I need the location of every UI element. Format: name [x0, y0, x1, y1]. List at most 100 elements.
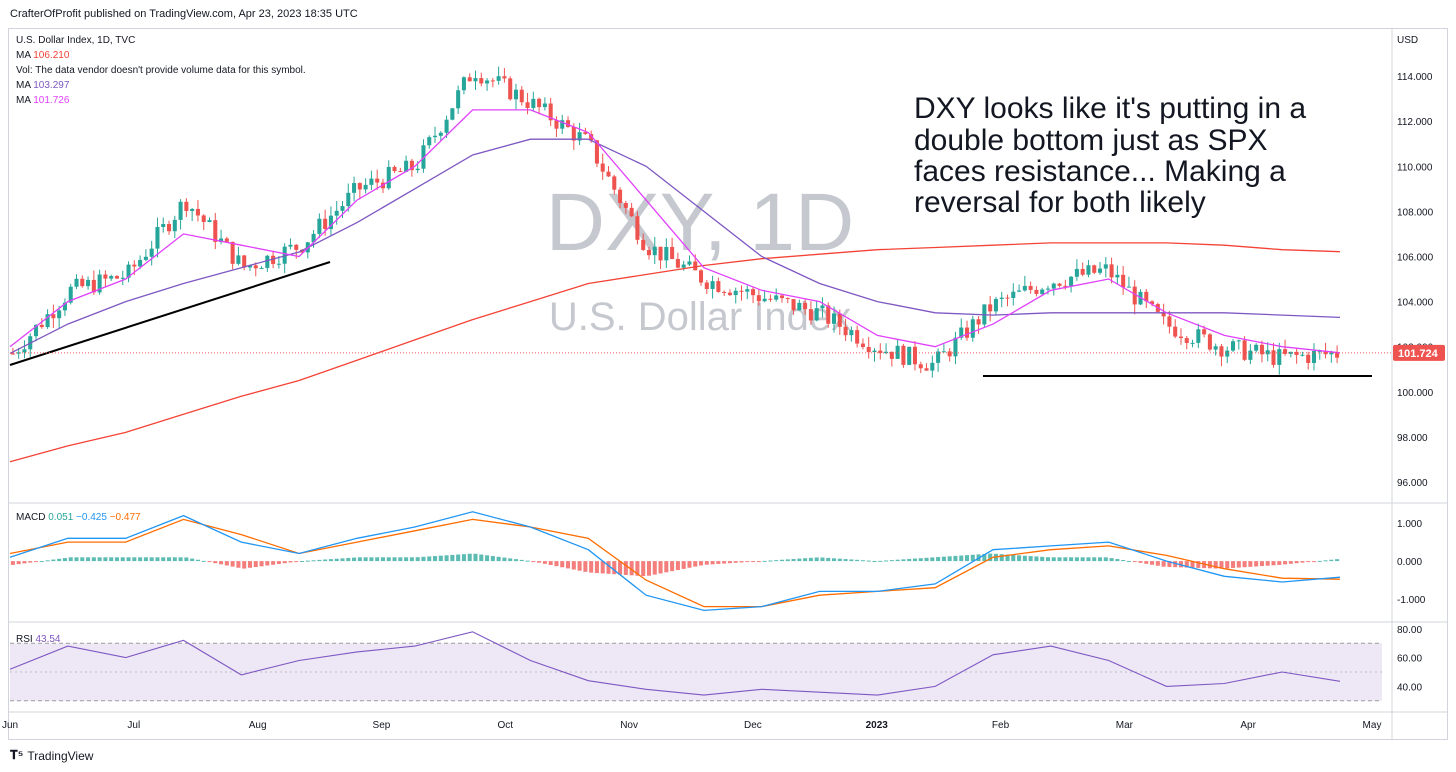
candle-body: [1017, 290, 1022, 292]
macd-histogram-bar: [930, 557, 935, 562]
candle-body: [340, 206, 345, 211]
candle-body: [785, 298, 790, 300]
candle-body: [386, 166, 391, 189]
candle-body: [907, 346, 912, 365]
candle-body: [756, 295, 761, 302]
macd-histogram-bar: [716, 561, 721, 564]
price-pane: [9, 66, 1341, 463]
candle-body: [1126, 286, 1131, 288]
macd-legend[interactable]: MACD 0.051 −0.425 −0.477: [16, 512, 141, 523]
macd-histogram-bar: [1317, 560, 1322, 562]
macd-histogram-bar: [1005, 554, 1010, 562]
candle-body: [589, 134, 594, 141]
legend-symbol: U.S. Dollar Index, 1D, TVC: [16, 35, 136, 46]
trendline-support[interactable]: [9, 261, 331, 366]
candle-body: [1288, 351, 1293, 354]
macd-histogram-bar: [912, 558, 918, 562]
candle-body: [508, 78, 513, 100]
macd-histogram-bar: [1178, 561, 1184, 568]
candle-body: [438, 132, 443, 136]
macd-histogram-bar: [901, 559, 906, 562]
macd-histogram-bar: [843, 559, 848, 562]
last-price-label: 101.724: [1398, 348, 1439, 360]
macd-histogram-bar: [826, 557, 831, 562]
candle-body: [964, 327, 970, 338]
macd-histogram-bar: [1115, 559, 1120, 562]
macd-histogram-bar: [889, 560, 894, 562]
macd-histogram-bar: [537, 561, 542, 563]
macd-histogram-bar: [681, 561, 686, 569]
macd-histogram-bar: [727, 561, 732, 564]
candle-body: [1317, 350, 1322, 352]
candle-body: [583, 132, 588, 135]
macd-histogram-bar: [68, 557, 73, 562]
candle-body: [820, 305, 825, 309]
macd-histogram-bar: [1074, 557, 1079, 562]
macd-histogram-bar: [33, 561, 39, 563]
candle-body: [1190, 342, 1195, 344]
macd-histogram-bar: [490, 556, 495, 562]
macd-histogram-bar: [1080, 557, 1085, 562]
candle-body: [1306, 354, 1311, 363]
candle-body: [149, 248, 154, 257]
candle-body: [779, 295, 785, 299]
macd-histogram-bar: [756, 561, 761, 563]
candle-body: [178, 201, 183, 220]
candle-body: [213, 220, 218, 242]
candle-body: [1311, 351, 1317, 363]
legend-ma2[interactable]: MA 103.297: [16, 80, 70, 91]
macd-histogram-bar: [531, 561, 536, 563]
macd-histogram-bar: [1155, 561, 1160, 566]
macd-histogram-bar: [1190, 561, 1195, 568]
candle-body: [1028, 285, 1033, 290]
candle-body: [271, 255, 276, 264]
candle-body: [548, 103, 553, 121]
candle-body: [236, 255, 241, 264]
candle-body: [1034, 289, 1039, 294]
candle-body: [1283, 349, 1288, 354]
macd-histogram-bar: [103, 557, 108, 562]
legend-ma3[interactable]: MA 101.726: [16, 95, 70, 106]
rsi-legend[interactable]: RSI 43.54: [16, 634, 61, 645]
macd-histogram-bar: [803, 558, 808, 562]
candle-body: [577, 132, 582, 141]
macd-histogram-bar: [785, 559, 790, 562]
price-tick-label: 110.000: [1397, 162, 1433, 173]
macd-histogram-bar: [1063, 557, 1068, 562]
candle-body: [62, 302, 67, 311]
candle-body: [230, 241, 235, 264]
candle-body: [357, 183, 362, 190]
legend-ma1[interactable]: MA 106.210: [16, 50, 70, 61]
macd-histogram-bar: [1294, 561, 1299, 564]
candle-body: [496, 76, 501, 81]
macd-histogram-bar: [774, 560, 779, 562]
candle-body: [1086, 265, 1091, 275]
ma-fast-line: [9, 109, 1341, 354]
candle-body: [513, 89, 519, 100]
macd-histogram-bar: [1132, 561, 1137, 563]
rsi-pane: [9, 631, 1341, 696]
candle-body: [456, 90, 461, 109]
macd-histogram-bar: [895, 559, 900, 562]
candle-body: [704, 282, 709, 289]
macd-histogram-bar: [542, 561, 547, 564]
axes: 96.00098.000100.000102.000104.000106.000…: [2, 72, 1434, 731]
candle-body: [941, 351, 946, 353]
macd-histogram-bar: [739, 561, 744, 563]
candle-body: [930, 362, 935, 371]
rsi-tick-label: 80.00: [1397, 625, 1422, 636]
candle-body: [346, 192, 351, 207]
macd-histogram-bar: [259, 561, 264, 567]
macd-histogram-bar: [461, 554, 466, 562]
macd-histogram-bar: [964, 555, 970, 562]
macd-histogram-bar: [698, 561, 704, 566]
candle-body: [762, 298, 767, 302]
candle-body: [242, 255, 247, 268]
candle-body: [895, 345, 900, 359]
macd-histogram-bar: [1329, 559, 1334, 562]
macd-histogram-bar: [485, 555, 490, 562]
candle-body: [646, 249, 652, 256]
macd-histogram-bar: [1103, 557, 1108, 562]
candle-body: [537, 98, 542, 108]
